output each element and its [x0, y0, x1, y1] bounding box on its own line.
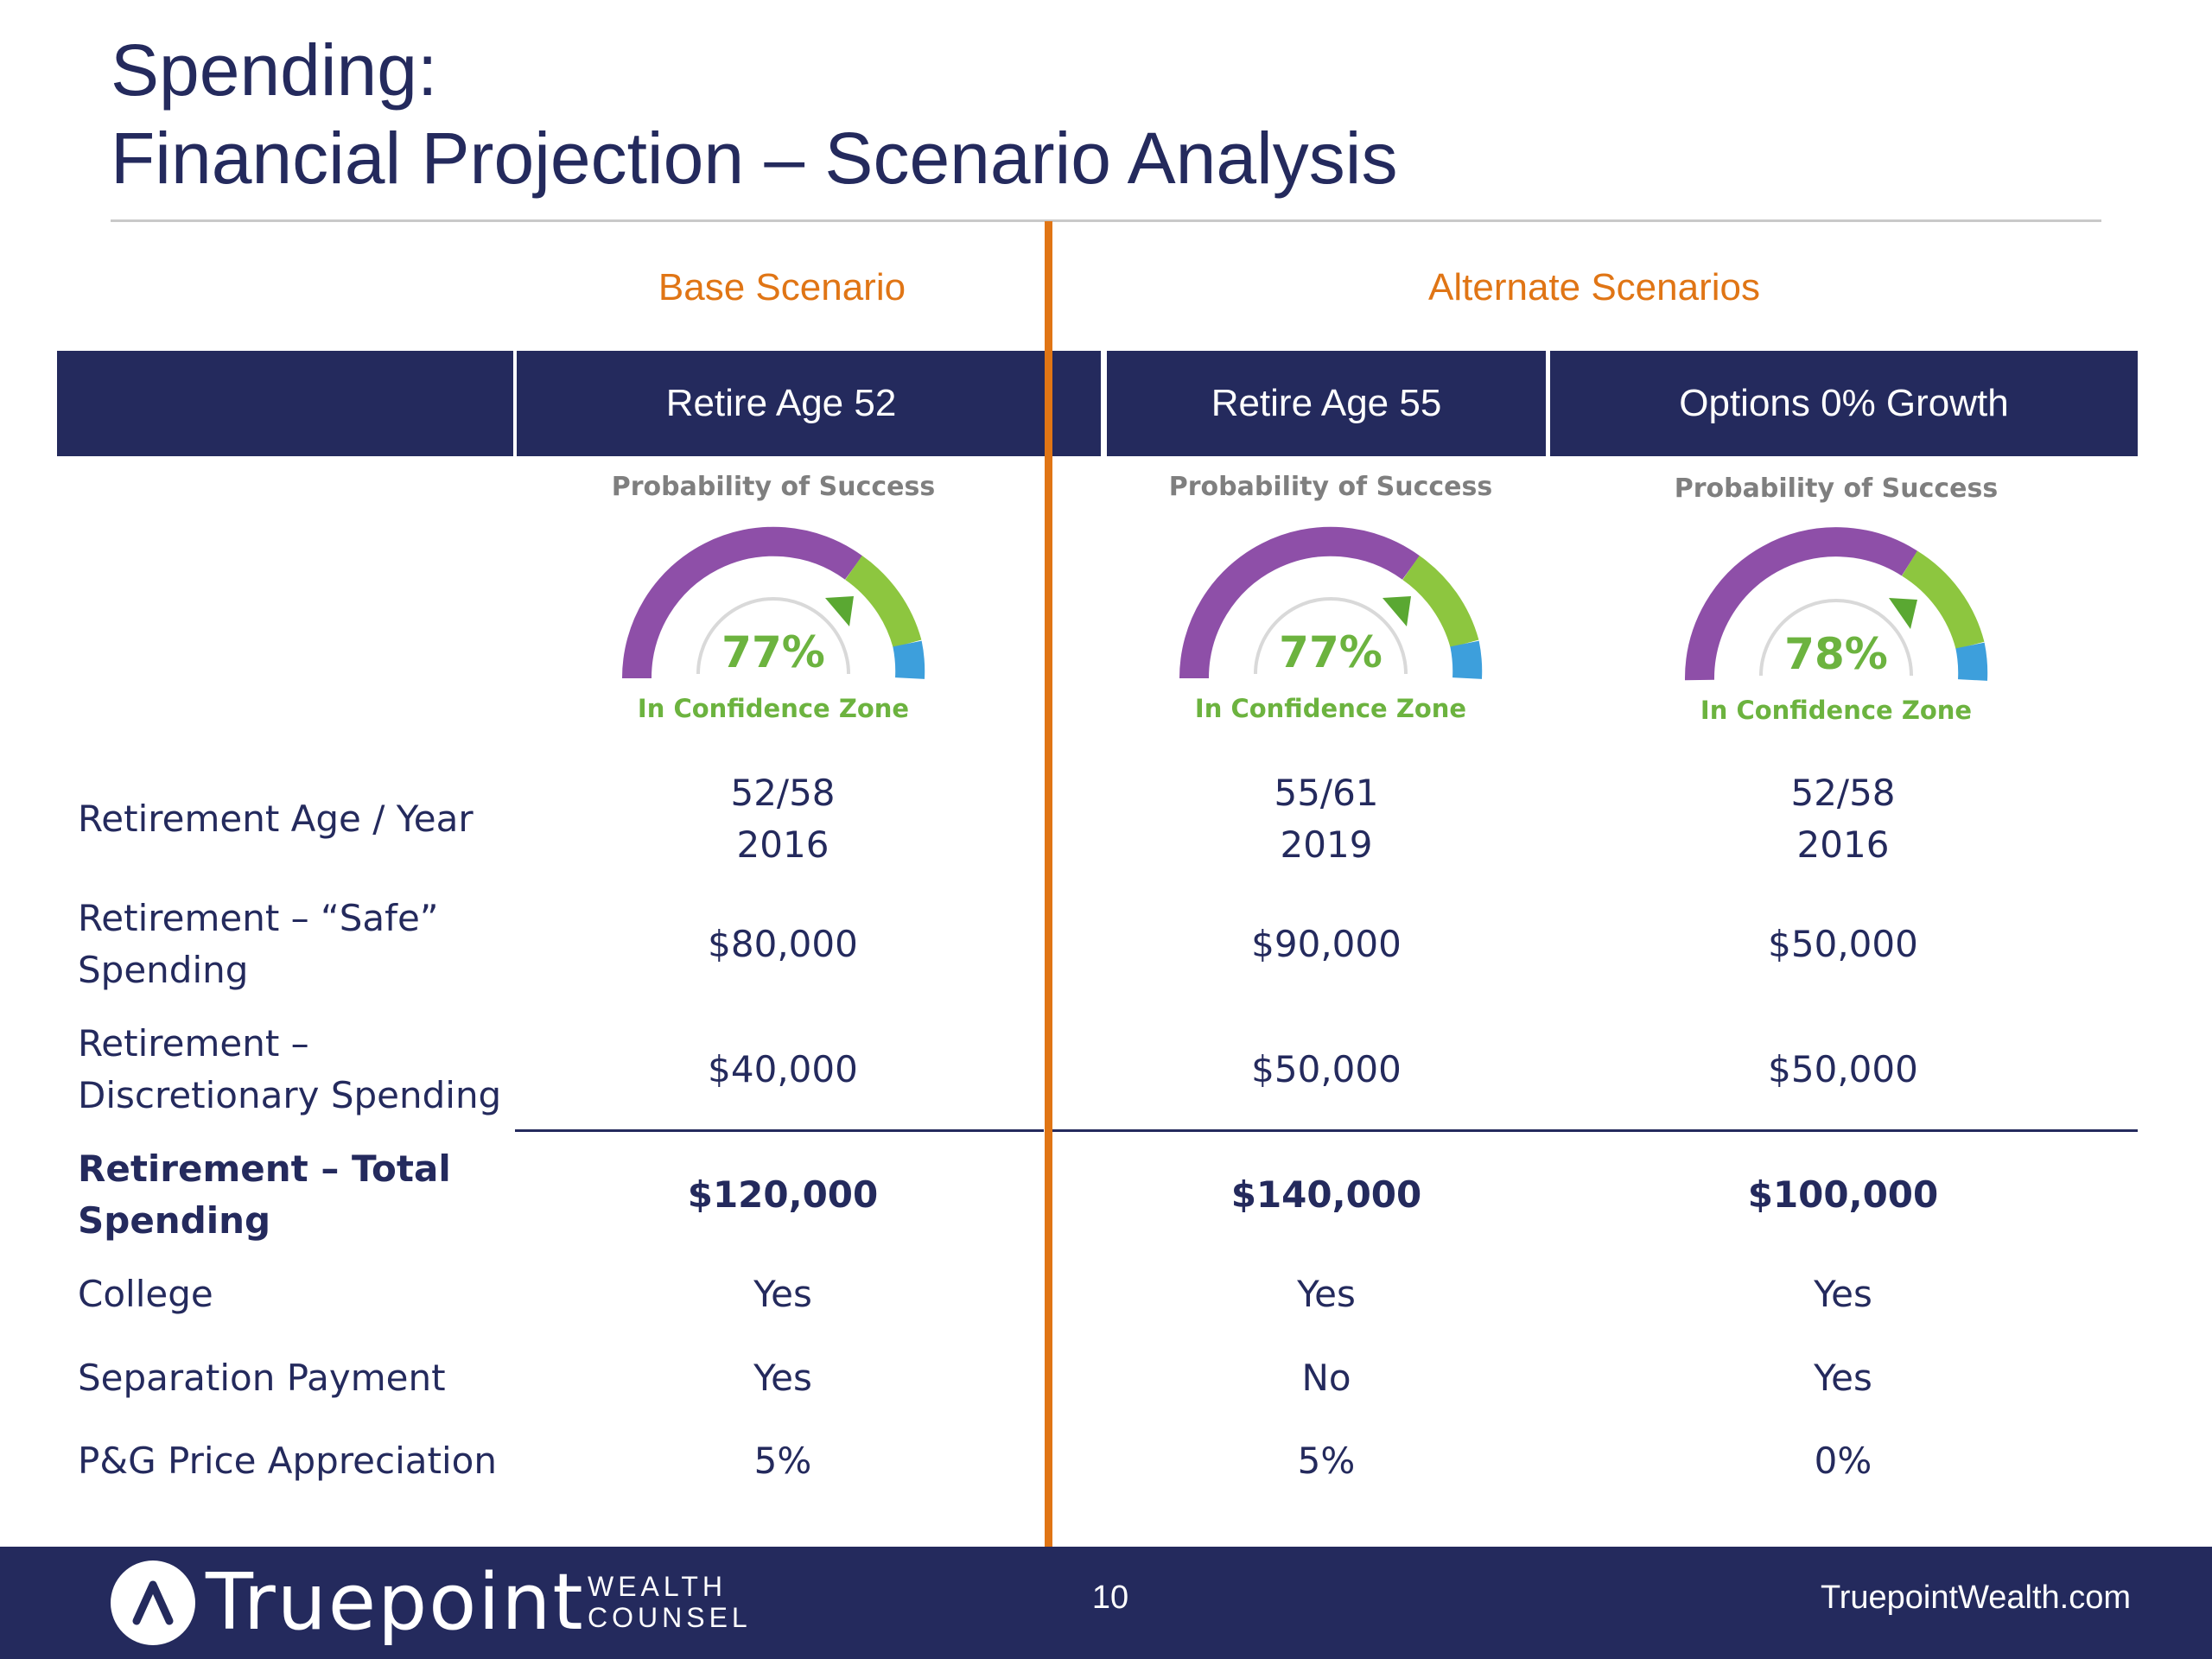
- gauge-arc-green: [1402, 556, 1479, 648]
- total-separator-left: [515, 1129, 1044, 1132]
- cell-price-appreciation-3: 0%: [1814, 1440, 1872, 1482]
- cell-college-2: Yes: [1297, 1273, 1356, 1315]
- cell-total-spending-1: $120,000: [687, 1173, 879, 1216]
- cell-discretionary-spending-1: $40,000: [708, 1048, 858, 1090]
- gauge-arc-blue: [1955, 642, 1988, 681]
- cell-total-spending-2: $140,000: [1230, 1173, 1422, 1216]
- gauge-value: 77%: [721, 627, 825, 677]
- base-scenario-label: Base Scenario: [658, 266, 906, 308]
- header-retire-age-52: Retire Age 52: [517, 351, 1101, 456]
- brand-name: Truepoint: [206, 1557, 585, 1648]
- header-options-growth: Options 0% Growth: [1550, 351, 2138, 456]
- header-label: Retire Age 55: [1211, 382, 1442, 424]
- success-gauge-1: Probability of Success 77% In Confidence…: [609, 467, 938, 726]
- row-label-separation-payment: Separation Payment: [78, 1357, 446, 1399]
- title-line-1: Spending:: [111, 29, 438, 111]
- row-label-total-spending: Retirement – Total Spending: [78, 1147, 451, 1242]
- cell-price-appreciation-2: 5%: [1297, 1440, 1356, 1482]
- brand-subtitle: WEALTH COUNSEL: [588, 1571, 752, 1633]
- cell-safe-spending-3: $50,000: [1768, 923, 1918, 965]
- page-title: Spending: Financial Projection – Scenari…: [111, 26, 1397, 202]
- cell-separation-payment-1: Yes: [753, 1357, 812, 1399]
- header-label: Retire Age 52: [665, 382, 897, 424]
- cell-separation-payment-3: Yes: [1814, 1357, 1872, 1399]
- footer-bar: [0, 1547, 2212, 1659]
- truepoint-logo-icon: [111, 1560, 195, 1645]
- brand-subtitle-line-2: COUNSEL: [588, 1602, 752, 1633]
- cell-college-1: Yes: [753, 1273, 812, 1315]
- row-label-college: College: [78, 1273, 213, 1315]
- row-label-safe-spending: Retirement – “Safe” Spending: [78, 897, 439, 991]
- gauge-caption: Probability of Success: [612, 472, 935, 502]
- header-blank-cell: [57, 351, 513, 456]
- cell-separation-payment-2: No: [1301, 1357, 1351, 1399]
- cell-price-appreciation-1: 5%: [753, 1440, 812, 1482]
- cell-retirement-age-year-2: 55/61 2019: [1274, 772, 1379, 866]
- gauge-zone: In Confidence Zone: [1195, 694, 1466, 723]
- gauge-arc-purple: [1179, 526, 1420, 679]
- row-label-retirement-age-year: Retirement Age / Year: [78, 798, 474, 840]
- title-rule: [111, 219, 2101, 222]
- gauge-arc-blue: [1450, 640, 1483, 679]
- gauge-inner-arc: [1759, 599, 1913, 677]
- cell-discretionary-spending-2: $50,000: [1251, 1048, 1402, 1090]
- cell-retirement-age-year-3: 52/58 2016: [1790, 772, 1896, 866]
- gauge-needle: [825, 596, 854, 626]
- gauge-arc-blue: [893, 640, 925, 679]
- gauge-arc-green: [844, 556, 922, 648]
- gauge-arc-green: [1901, 550, 1985, 650]
- website-link[interactable]: TruepointWealth.com: [1820, 1580, 2131, 1616]
- gauge-needle: [1889, 598, 1917, 629]
- alternate-scenarios-label: Alternate Scenarios: [1428, 266, 1760, 308]
- scenario-divider: [1045, 221, 1052, 1548]
- gauge-arc-purple: [1684, 527, 1918, 681]
- row-label-discretionary-spending: Retirement – Discretionary Spending: [78, 1022, 502, 1116]
- gauge-zone: In Confidence Zone: [638, 694, 909, 723]
- cell-discretionary-spending-3: $50,000: [1768, 1048, 1918, 1090]
- gauge-caption: Probability of Success: [1169, 472, 1492, 502]
- gauge-value: 78%: [1784, 629, 1888, 679]
- cell-retirement-age-year-1: 52/58 2016: [730, 772, 836, 866]
- gauge-inner-arc: [1254, 597, 1408, 675]
- success-gauge-2: Probability of Success 77% In Confidence…: [1166, 467, 1495, 726]
- cell-safe-spending-1: $80,000: [708, 923, 858, 965]
- gauge-needle: [1382, 596, 1411, 626]
- title-line-2: Financial Projection – Scenario Analysis: [111, 118, 1398, 199]
- row-label-price-appreciation: P&G Price Appreciation: [78, 1440, 497, 1482]
- gauge-caption: Probability of Success: [1675, 474, 1998, 504]
- success-gauge-3: Probability of Success 78% In Confidence…: [1672, 468, 2000, 728]
- header-label: Options 0% Growth: [1679, 382, 2009, 424]
- gauge-zone: In Confidence Zone: [1700, 696, 1972, 725]
- cell-college-3: Yes: [1814, 1273, 1872, 1315]
- brand-subtitle-line-1: WEALTH: [588, 1571, 727, 1602]
- cell-total-spending-3: $100,000: [1747, 1173, 1939, 1216]
- gauge-inner-arc: [696, 597, 850, 675]
- total-separator-right: [1052, 1129, 2138, 1132]
- page-number: 10: [1091, 1580, 1129, 1616]
- header-retire-age-55: Retire Age 55: [1107, 351, 1546, 456]
- cell-safe-spending-2: $90,000: [1251, 923, 1402, 965]
- gauge-arc-purple: [621, 526, 862, 679]
- gauge-value: 77%: [1279, 627, 1382, 677]
